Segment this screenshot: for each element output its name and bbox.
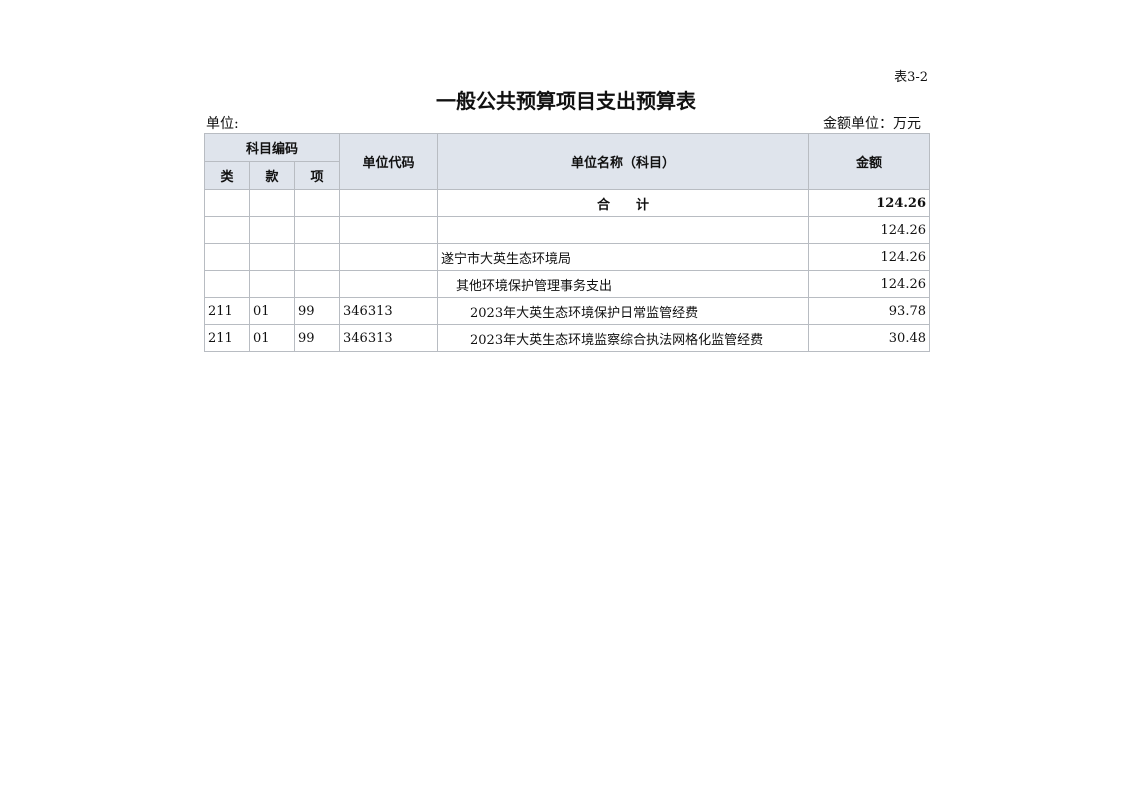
class-cell: 211 [204, 297, 250, 325]
unit-name-cell [437, 216, 809, 244]
header-section: 款 [249, 161, 295, 190]
unit-code-cell [339, 243, 438, 271]
amount-cell: 93.78 [808, 297, 930, 325]
amount-cell: 124.26 [808, 243, 930, 271]
item-cell [294, 243, 340, 271]
header-item: 项 [294, 161, 340, 190]
header-unit-name: 单位名称（科目） [437, 133, 809, 190]
table-row: 遂宁市大英生态环境局 124.26 [204, 243, 930, 271]
header-amount: 金额 [808, 133, 930, 190]
unit-code-cell [339, 270, 438, 298]
total-label: 合 计 [437, 189, 809, 217]
amount-cell: 124.26 [808, 216, 930, 244]
header-subject-code: 科目编码 [204, 133, 340, 162]
table-row: 211 01 99 346313 2023年大英生态环境保护日常监管经费 93.78 [204, 297, 930, 325]
unit-name-cell: 其他环境保护管理事务支出 [437, 270, 809, 298]
table-number: 表3-2 [894, 70, 928, 85]
section-cell [249, 270, 295, 298]
item-cell: 99 [294, 297, 340, 325]
unit-label: 单位: [206, 116, 239, 132]
item-cell [294, 216, 340, 244]
section-cell: 01 [249, 297, 295, 325]
budget-table: 科目编码 单位代码 单位名称（科目） 金额 类 款 项 合 计 124.26 1… [204, 133, 930, 352]
class-cell [204, 270, 250, 298]
unit-name-cell: 2023年大英生态环境保护日常监管经费 [437, 297, 809, 325]
table-row: 211 01 99 346313 2023年大英生态环境监察综合执法网格化监管经费 30.… [204, 324, 930, 352]
unit-code-cell: 346313 [339, 297, 438, 325]
page-title: 一般公共预算项目支出预算表 [436, 89, 696, 113]
class-cell [204, 216, 250, 244]
table-row: 其他环境保护管理事务支出 124.26 [204, 270, 930, 298]
item-cell: 99 [294, 324, 340, 352]
amount-cell: 30.48 [808, 324, 930, 352]
amount-cell: 124.26 [808, 270, 930, 298]
money-unit-label: 金额单位：万元 [823, 116, 921, 132]
class-cell [204, 243, 250, 271]
unit-code-cell [339, 216, 438, 244]
unit-name-cell: 遂宁市大英生态环境局 [437, 243, 809, 271]
total-amount: 124.26 [808, 189, 930, 217]
header-class: 类 [204, 161, 250, 190]
table-row: 124.26 [204, 216, 930, 244]
unit-code-cell: 346313 [339, 324, 438, 352]
section-cell [249, 243, 295, 271]
unit-name-cell: 2023年大英生态环境监察综合执法网格化监管经费 [437, 324, 809, 352]
item-cell [294, 270, 340, 298]
section-cell: 01 [249, 324, 295, 352]
total-row: 合 计 124.26 [204, 189, 930, 217]
section-cell [249, 216, 295, 244]
header-unit-code: 单位代码 [339, 133, 438, 190]
class-cell: 211 [204, 324, 250, 352]
